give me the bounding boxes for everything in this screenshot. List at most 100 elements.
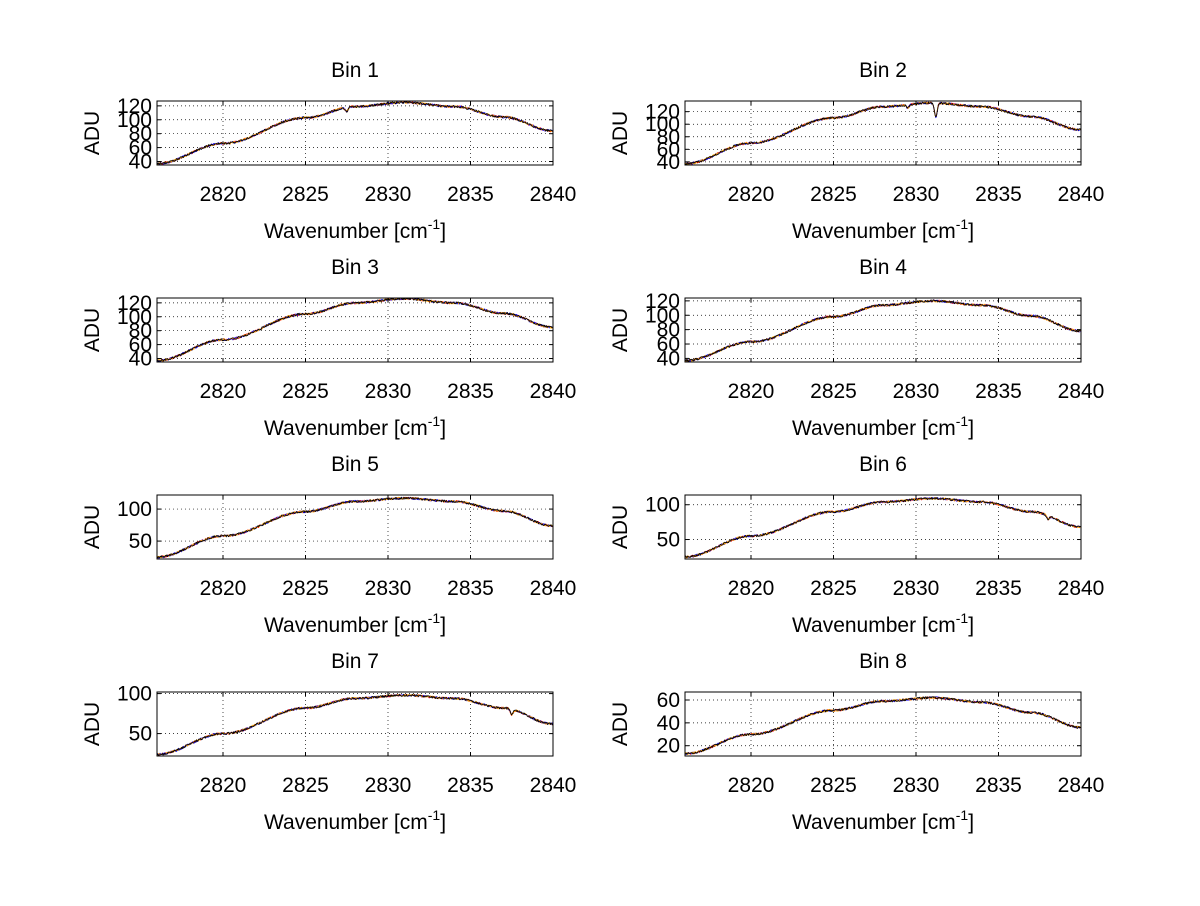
x-tick-label: 2830 — [893, 577, 940, 600]
x-tick-label: 2835 — [975, 577, 1022, 600]
y-tick-label: 100 — [117, 306, 152, 329]
x-tick-label: 2820 — [728, 577, 775, 600]
y-tick-label: 20 — [657, 735, 680, 758]
x-tick-label: 2830 — [365, 577, 412, 600]
x-tick-label: 2820 — [728, 774, 775, 797]
panel-title: Bin 5 — [331, 453, 379, 476]
panel-title: Bin 8 — [859, 650, 907, 673]
plot-area — [157, 495, 553, 559]
x-axis-label-end: ] — [440, 417, 446, 440]
x-tick-label: 2835 — [447, 380, 494, 403]
x-axis-label-superscript: -1 — [428, 807, 441, 823]
x-axis-label-superscript: -1 — [428, 413, 441, 429]
y-tick-label: 60 — [657, 689, 680, 712]
x-axis-label-main: Wavenumber [cm — [792, 614, 956, 637]
x-axis-label: Wavenumber [cm-1] — [264, 610, 446, 637]
x-tick-label: 2830 — [365, 774, 412, 797]
x-tick-label: 2835 — [447, 183, 494, 206]
y-tick-label: 60 — [129, 334, 152, 357]
axes-box — [156, 494, 554, 560]
y-tick-label: 100 — [117, 498, 152, 521]
y-tick-label: 80 — [657, 126, 680, 149]
y-tick-label: 40 — [657, 347, 680, 370]
x-axis-label-end: ] — [968, 417, 974, 440]
x-axis-label-end: ] — [440, 811, 446, 834]
x-axis-label-main: Wavenumber [cm — [264, 220, 428, 243]
x-tick-label: 2830 — [365, 183, 412, 206]
x-axis-label: Wavenumber [cm-1] — [792, 216, 974, 243]
series-line-4 — [157, 496, 554, 559]
y-tick-label: 40 — [129, 348, 152, 371]
y-axis-label: ADU — [609, 111, 632, 155]
panel-7: 2820 2825 2830 2835 2840 50 100 Bin 7 Wavenumber… — [81, 650, 576, 834]
x-tick-label: 2820 — [200, 380, 247, 403]
x-axis-label-main: Wavenumber [cm — [264, 417, 428, 440]
y-tick-label: 60 — [657, 333, 680, 356]
x-axis-label-main: Wavenumber [cm — [792, 417, 956, 440]
panel-title: Bin 4 — [859, 256, 907, 279]
panel-title: Bin 3 — [331, 256, 379, 279]
x-tick-label: 2825 — [282, 577, 329, 600]
x-tick-label: 2840 — [530, 380, 577, 403]
y-tick-label: 100 — [117, 683, 152, 706]
y-axis-label: ADU — [609, 308, 632, 352]
x-tick-label: 2835 — [447, 774, 494, 797]
x-axis-label-main: Wavenumber [cm — [264, 614, 428, 637]
x-tick-label: 2830 — [893, 380, 940, 403]
axes-box — [684, 494, 1082, 560]
y-tick-label: 40 — [657, 712, 680, 735]
x-tick-label: 2825 — [810, 774, 857, 797]
series-line-4 — [684, 497, 1082, 558]
x-tick-label: 2825 — [810, 577, 857, 600]
axes-box — [684, 100, 1082, 166]
x-tick-label: 2820 — [728, 183, 775, 206]
y-tick-label: 50 — [129, 723, 152, 746]
x-tick-label: 2825 — [282, 380, 329, 403]
y-tick-label: 120 — [117, 95, 152, 118]
y-tick-label: 100 — [645, 113, 680, 136]
plot-area — [685, 101, 1081, 165]
y-axis-label: ADU — [81, 702, 104, 746]
x-axis-label-end: ] — [968, 220, 974, 243]
x-axis-label-superscript: -1 — [956, 807, 969, 823]
y-tick-label: 120 — [645, 101, 680, 124]
x-axis-label-end: ] — [968, 811, 974, 834]
series-line-4 — [156, 100, 554, 165]
y-axis-label: ADU — [81, 111, 104, 155]
x-axis-label-superscript: -1 — [956, 216, 969, 232]
series-line-4 — [156, 693, 554, 756]
x-axis-label-main: Wavenumber [cm — [792, 811, 956, 834]
x-tick-label: 2820 — [200, 183, 247, 206]
x-tick-label: 2830 — [365, 380, 412, 403]
y-tick-label: 40 — [129, 151, 152, 174]
series-line-4 — [156, 297, 554, 362]
y-tick-label: 50 — [129, 530, 152, 553]
series-line-4 — [684, 696, 1082, 755]
x-tick-label: 2835 — [975, 183, 1022, 206]
x-axis-label-superscript: -1 — [956, 413, 969, 429]
panel-title: Bin 6 — [859, 453, 907, 476]
x-axis-label-main: Wavenumber [cm — [792, 220, 956, 243]
y-tick-label: 50 — [657, 529, 680, 552]
x-tick-label: 2835 — [975, 380, 1022, 403]
x-axis-label-main: Wavenumber [cm — [264, 811, 428, 834]
x-axis-label-superscript: -1 — [956, 610, 969, 626]
x-tick-label: 2840 — [1058, 183, 1105, 206]
x-tick-label: 2840 — [1058, 380, 1105, 403]
x-tick-label: 2830 — [893, 183, 940, 206]
y-axis-label: ADU — [609, 702, 632, 746]
series-line-4 — [684, 101, 1082, 166]
x-tick-label: 2830 — [893, 774, 940, 797]
x-tick-label: 2825 — [282, 183, 329, 206]
x-axis-label-end: ] — [440, 220, 446, 243]
plot-area — [157, 692, 553, 756]
x-axis-label: Wavenumber [cm-1] — [264, 216, 446, 243]
axes-box — [156, 100, 554, 166]
y-tick-label: 60 — [657, 138, 680, 161]
x-tick-label: 2840 — [530, 183, 577, 206]
panel-5: 2820 2825 2830 2835 2840 50 100 Bin 5 Wavenumber… — [81, 453, 576, 637]
